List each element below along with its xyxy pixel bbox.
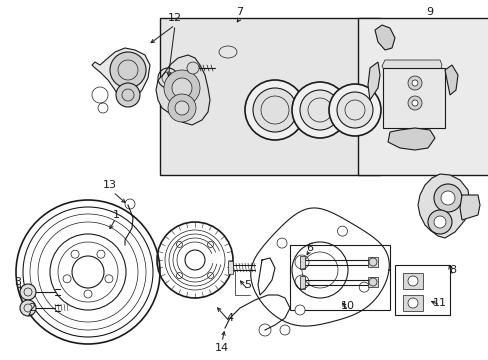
- Text: 14: 14: [215, 343, 228, 353]
- Circle shape: [277, 238, 286, 248]
- Circle shape: [168, 94, 196, 122]
- Circle shape: [411, 80, 417, 86]
- Text: 4: 4: [226, 313, 233, 323]
- Polygon shape: [299, 276, 305, 289]
- Polygon shape: [387, 128, 434, 150]
- Polygon shape: [299, 256, 305, 269]
- Circle shape: [294, 305, 305, 315]
- Polygon shape: [417, 174, 469, 238]
- Circle shape: [163, 70, 200, 106]
- Circle shape: [328, 84, 380, 136]
- Circle shape: [433, 184, 461, 212]
- Bar: [367, 257, 377, 267]
- Polygon shape: [92, 48, 150, 100]
- Polygon shape: [459, 195, 479, 220]
- Circle shape: [299, 90, 339, 130]
- Polygon shape: [381, 60, 441, 72]
- Circle shape: [116, 83, 140, 107]
- Polygon shape: [374, 25, 394, 50]
- Circle shape: [72, 256, 104, 288]
- Circle shape: [186, 62, 199, 74]
- Polygon shape: [367, 62, 379, 100]
- Circle shape: [291, 82, 347, 138]
- Circle shape: [427, 210, 451, 234]
- Circle shape: [440, 191, 454, 205]
- Circle shape: [336, 92, 372, 128]
- Circle shape: [252, 88, 296, 132]
- Text: 3: 3: [15, 277, 21, 287]
- Bar: [394, 265, 449, 315]
- Text: 6: 6: [306, 243, 313, 253]
- Bar: [357, 18, 488, 175]
- Text: 1: 1: [112, 210, 119, 220]
- Circle shape: [244, 80, 305, 140]
- Bar: [382, 68, 444, 128]
- Text: 11: 11: [432, 298, 446, 308]
- Circle shape: [71, 250, 79, 258]
- Circle shape: [337, 226, 347, 236]
- Circle shape: [433, 216, 445, 228]
- Bar: [289, 245, 389, 310]
- Bar: [160, 18, 379, 175]
- Circle shape: [407, 96, 421, 110]
- Bar: [367, 277, 377, 287]
- Text: 10: 10: [340, 301, 354, 311]
- Text: 2: 2: [28, 303, 36, 313]
- Bar: [402, 295, 422, 311]
- Circle shape: [105, 275, 113, 283]
- Text: 8: 8: [448, 265, 456, 275]
- Text: 13: 13: [103, 180, 117, 190]
- Circle shape: [97, 250, 105, 258]
- Circle shape: [20, 300, 36, 316]
- Circle shape: [110, 52, 146, 88]
- Polygon shape: [444, 65, 457, 95]
- Bar: [402, 273, 422, 289]
- Circle shape: [359, 282, 368, 292]
- Circle shape: [184, 250, 204, 270]
- Circle shape: [172, 78, 192, 98]
- Circle shape: [84, 290, 92, 298]
- Text: 5: 5: [244, 280, 251, 290]
- Text: 7: 7: [236, 7, 243, 17]
- Polygon shape: [227, 261, 232, 274]
- Polygon shape: [156, 55, 209, 125]
- Circle shape: [20, 284, 36, 300]
- Text: 12: 12: [167, 13, 182, 23]
- Circle shape: [175, 101, 189, 115]
- Text: 9: 9: [426, 7, 433, 17]
- Circle shape: [63, 275, 71, 283]
- Circle shape: [407, 298, 417, 308]
- Circle shape: [411, 100, 417, 106]
- Circle shape: [407, 276, 417, 286]
- Circle shape: [407, 76, 421, 90]
